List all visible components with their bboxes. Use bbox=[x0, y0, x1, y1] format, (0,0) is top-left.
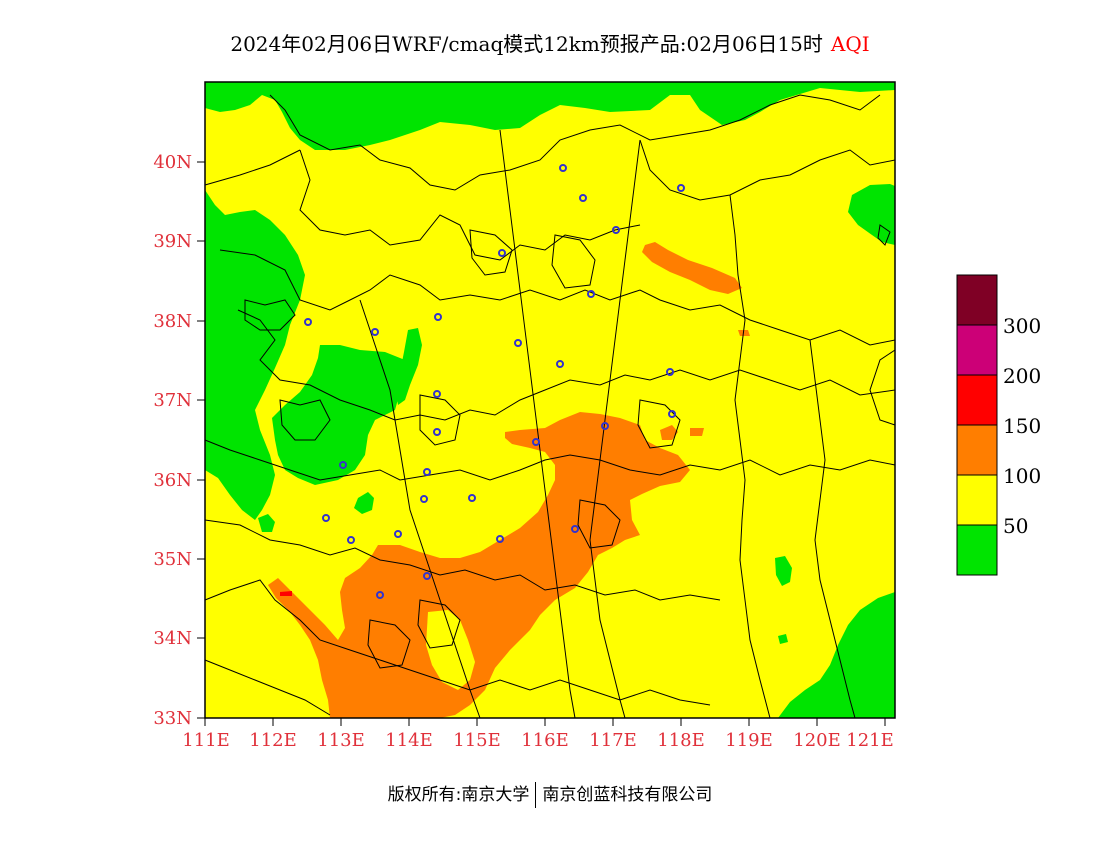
legend-label: 300 bbox=[1003, 314, 1041, 338]
legend-swatch-good bbox=[956, 524, 998, 576]
map-title: 2024年02月06日WRF/cmaq模式12km预报产品:02月06日15时 A… bbox=[0, 28, 1100, 57]
x-tick-label: 116E bbox=[521, 730, 569, 751]
legend-swatch-moderate bbox=[956, 474, 998, 526]
y-tick-labels: 40N 39N 38N 37N 36N 35N 34N 33N bbox=[153, 152, 192, 729]
y-tick-label: 34N bbox=[153, 628, 192, 649]
legend-label: 200 bbox=[1003, 364, 1041, 388]
legend-swatch-usg bbox=[956, 424, 998, 476]
legend-swatch-hazardous bbox=[956, 274, 998, 326]
moderate-hole bbox=[426, 610, 475, 690]
x-tick-label: 114E bbox=[385, 730, 433, 751]
x-tick-label: 121E bbox=[846, 730, 894, 751]
boundary-lines bbox=[204, 94, 896, 719]
y-tick-label: 38N bbox=[153, 311, 192, 332]
axis-ticks bbox=[197, 161, 886, 726]
x-tick-label: 111E bbox=[182, 730, 230, 751]
copyright-footer: 版权所有:南京大学 南京创蓝科技有限公司 bbox=[0, 780, 1100, 808]
x-tick-label: 112E bbox=[249, 730, 297, 751]
legend-label: 50 bbox=[1003, 514, 1028, 538]
x-tick-labels: 111E 112E 113E 114E 115E 116E 117E 118E … bbox=[182, 730, 894, 751]
legend-label: 150 bbox=[1003, 414, 1041, 438]
footer-separator bbox=[535, 782, 537, 808]
legend-swatch-unhealthy bbox=[956, 374, 998, 426]
y-tick-label: 36N bbox=[153, 470, 192, 491]
title-text: 2024年02月06日WRF/cmaq模式12km预报产品:02月06日15时 bbox=[230, 32, 823, 56]
legend-label: 100 bbox=[1003, 464, 1041, 488]
usg-regions bbox=[268, 242, 750, 718]
company-text: 南京创蓝科技有限公司 bbox=[542, 785, 713, 805]
city-markers bbox=[304, 164, 685, 599]
y-tick-label: 39N bbox=[153, 231, 192, 252]
legend-swatch-very-unhealthy bbox=[956, 324, 998, 376]
x-tick-label: 118E bbox=[657, 730, 705, 751]
x-tick-label: 117E bbox=[589, 730, 637, 751]
x-tick-label: 115E bbox=[453, 730, 501, 751]
x-tick-label: 119E bbox=[725, 730, 773, 751]
x-tick-label: 113E bbox=[317, 730, 365, 751]
unhealthy-speck bbox=[280, 591, 292, 596]
aqi-label: AQI bbox=[830, 32, 870, 56]
copyright-text: 版权所有:南京大学 bbox=[387, 785, 530, 805]
y-tick-label: 33N bbox=[153, 708, 192, 729]
good-regions bbox=[205, 82, 895, 718]
y-tick-label: 37N bbox=[153, 390, 192, 411]
y-tick-label: 40N bbox=[153, 152, 192, 173]
aqi-legend: 300 200 150 100 50 bbox=[956, 274, 1041, 576]
x-tick-label: 120E bbox=[793, 730, 841, 751]
y-tick-label: 35N bbox=[153, 549, 192, 570]
